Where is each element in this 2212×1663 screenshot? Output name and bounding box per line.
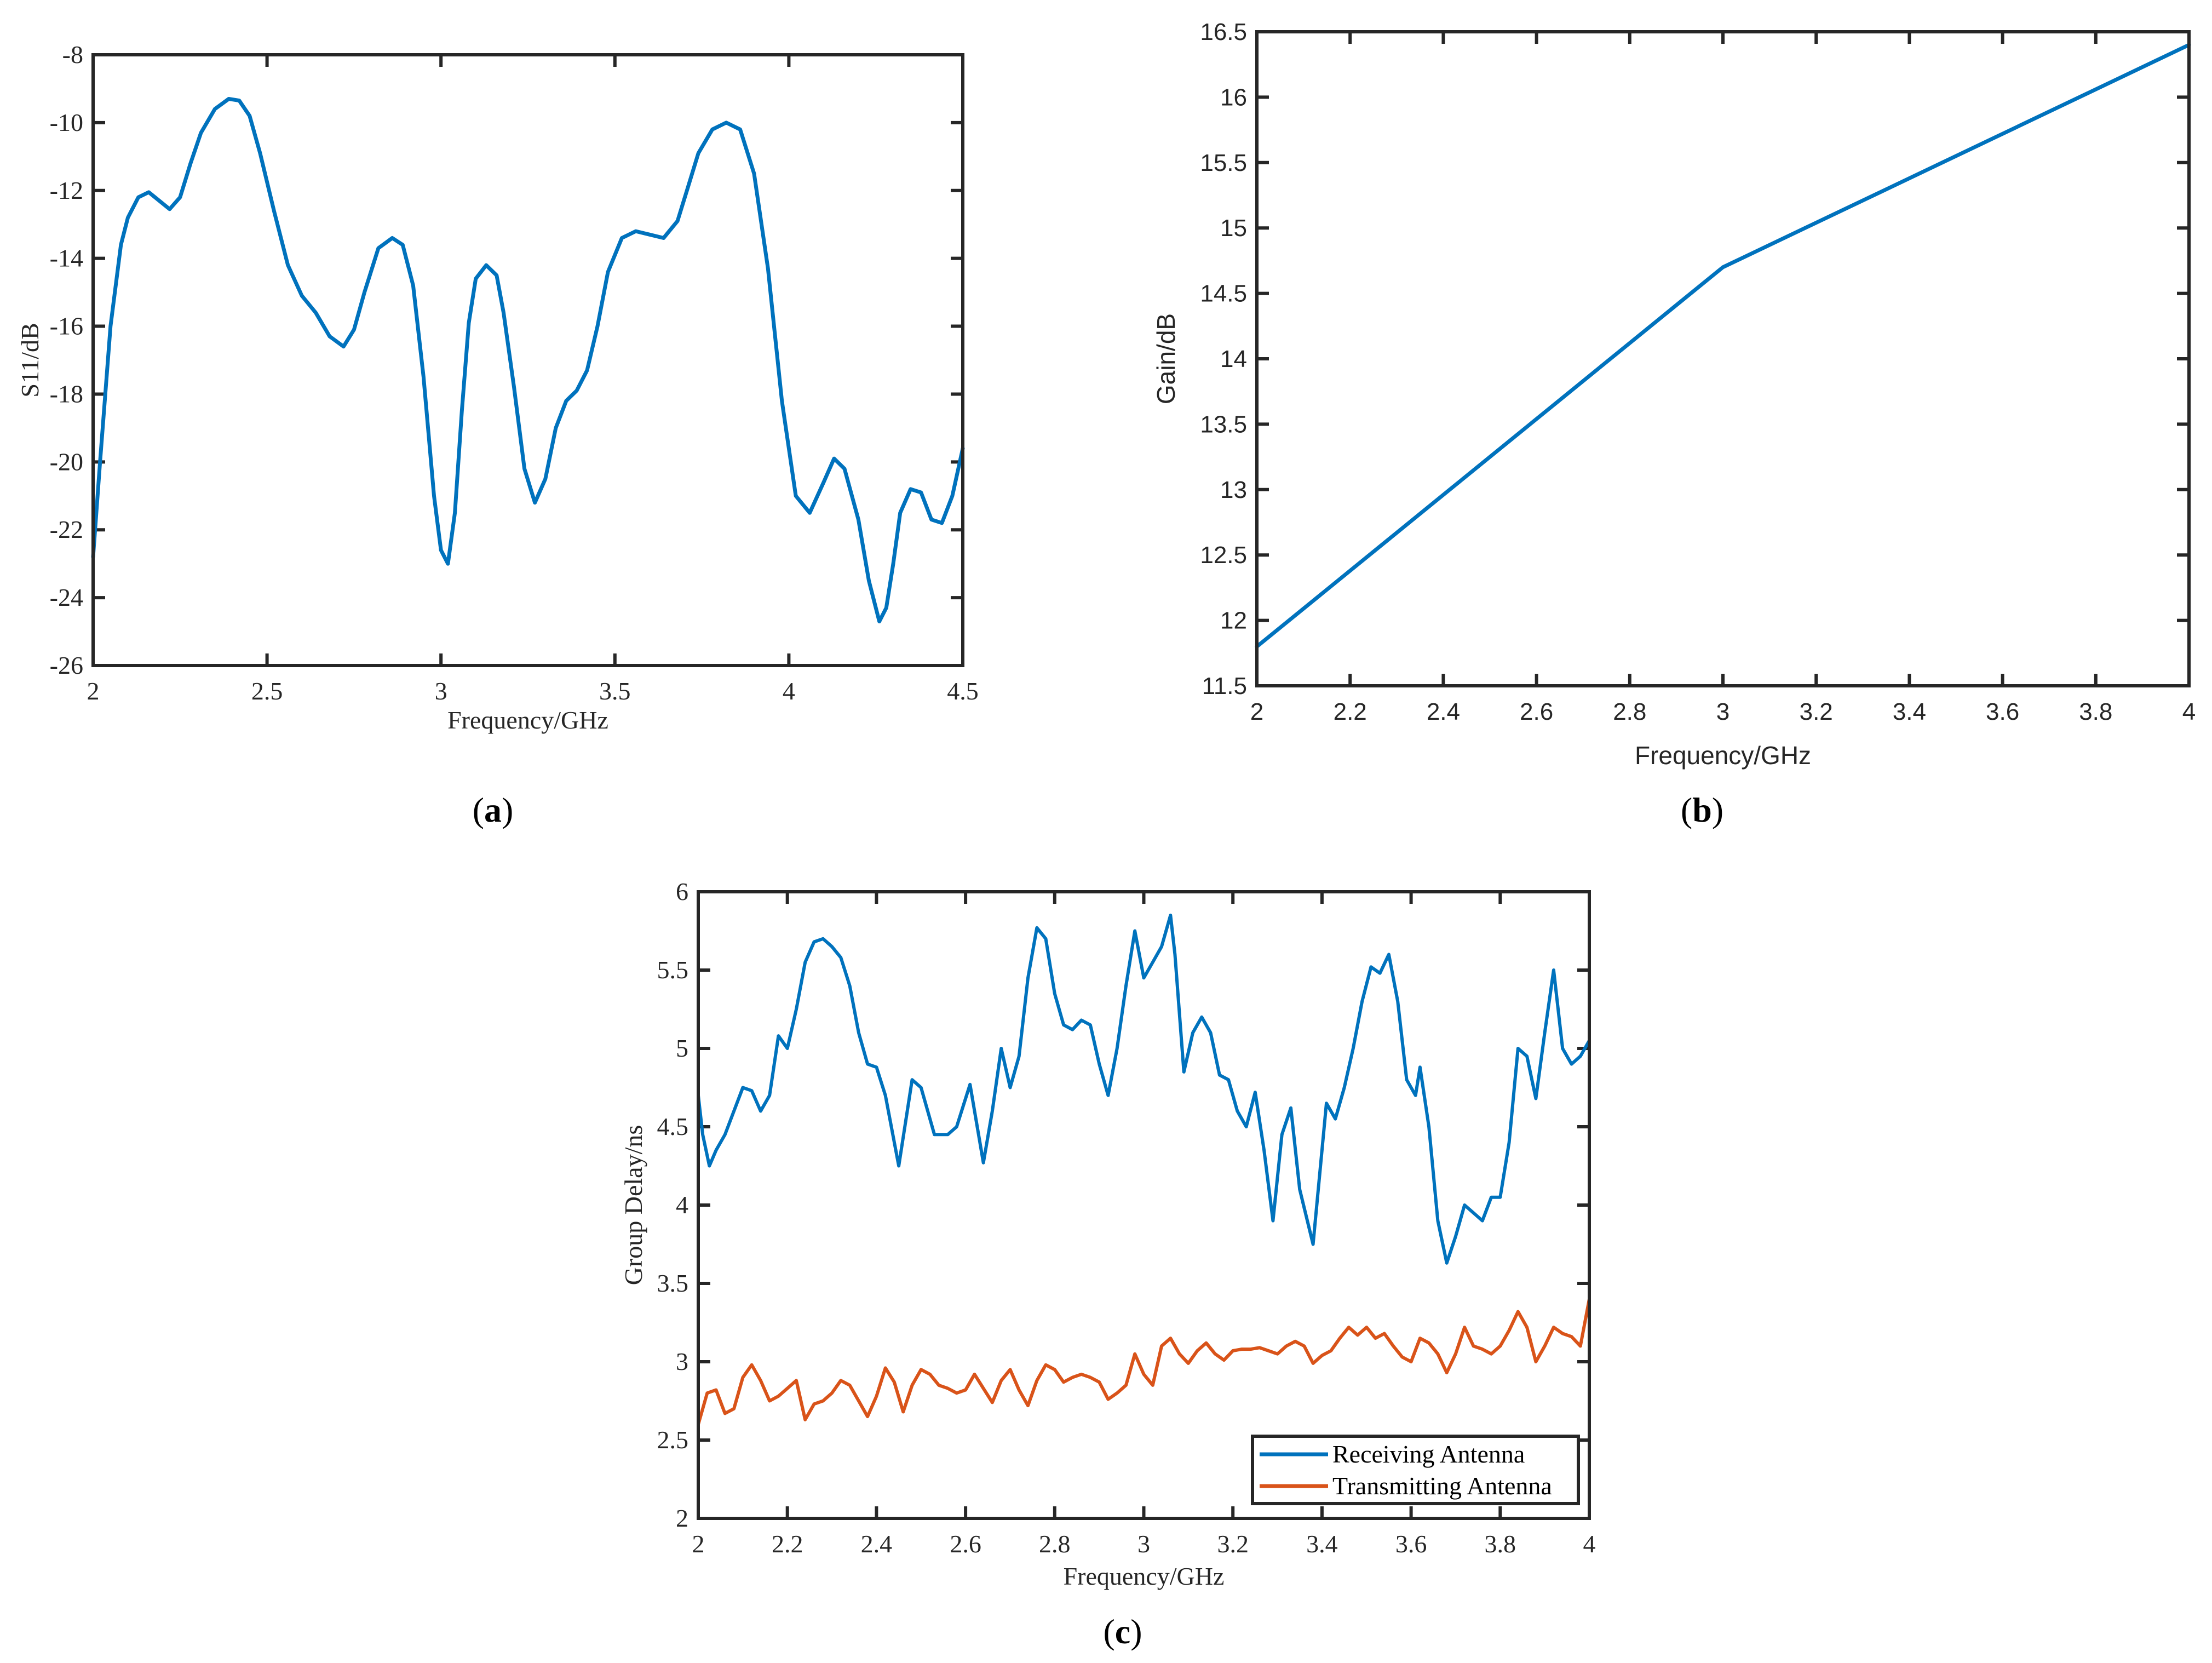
x-tick-label: 2.2 [772,1530,803,1558]
x-tick-label: 3.8 [2079,698,2112,725]
legend-label-transmitting: Transmitting Antenna [1332,1472,1552,1500]
axis-ticks-b: 2 2.2 2.4 2.6 2.8 3 3.2 3.4 3.6 3.8 4 11.5 12 12.5 13 1… [1200,19,2196,725]
y-tick-label: 14.5 [1200,280,1247,307]
plot-frame-b [1255,30,2191,687]
y-tick-label: -8 [62,41,83,68]
y-tick-label: 12.5 [1200,542,1247,569]
gain-line [1255,43,2191,649]
chart-panel-c: 2 2.2 2.4 2.6 2.8 3 3.2 3.4 3.6 3.8 4 2 2.5 3 3.5 4 4.5 5… [619,878,1596,1651]
s11-line [91,97,965,623]
y-tick-label: 14 [1220,346,1247,372]
caption-c: (c) [1103,1612,1142,1651]
x-tick-label: 3.2 [1217,1530,1249,1558]
x-tick-label: 2.6 [950,1530,981,1558]
y-tick-label: -18 [50,380,83,408]
y-axis-label-b: Gain/dB [1152,313,1180,404]
y-tick-label: 3.5 [657,1269,689,1297]
plot-frame-c [697,890,1591,1520]
x-tick-label: 3.4 [1306,1530,1338,1558]
x-tick-label: 3 [435,677,447,705]
caption-a: (a) [473,790,514,829]
y-tick-label: 15.5 [1200,150,1247,176]
y-tick-label: -24 [50,583,83,611]
x-tick-label: 4 [2182,698,2196,725]
x-tick-label: 2 [87,677,100,705]
x-tick-label: 2.6 [1520,698,1553,725]
chart-panel-b: 2 2.2 2.4 2.6 2.8 3 3.2 3.4 3.6 3.8 4 11.5 12 12.5 13 1… [1152,19,2196,829]
y-tick-label: -26 [50,651,83,679]
y-tick-label: -16 [50,312,83,340]
x-tick-label: 4 [1583,1530,1596,1558]
y-tick-label: 13 [1220,477,1247,503]
plot-frame-a [91,53,964,667]
x-axis-label-b: Frequency/GHz [1635,741,1811,770]
x-tick-label: 2.4 [1427,698,1460,725]
y-tick-label: -14 [50,244,83,272]
x-tick-label: 3.2 [1800,698,1833,725]
y-tick-label: 5.5 [657,956,689,984]
x-tick-label: 3 [1716,698,1730,725]
x-tick-label: 3 [1137,1530,1150,1558]
y-tick-label: 2 [676,1504,688,1532]
axis-ticks-a: 2 2.5 3 3.5 4 4.5 -26 -24 -22 -20 -18 -16 -14 -12 -10 -… [50,41,979,705]
x-tick-label: 2.8 [1613,698,1646,725]
y-tick-label: 4.5 [657,1113,689,1140]
x-tick-label: 4 [783,677,795,705]
legend-label-receiving: Receiving Antenna [1332,1440,1525,1468]
y-tick-label: 16 [1220,84,1247,111]
x-tick-label: 2 [692,1530,705,1558]
y-axis-label-c: Group Delay/ns [619,1125,647,1286]
x-tick-label: 3.6 [1986,698,2019,725]
y-tick-label: -20 [50,448,83,475]
y-tick-label: 15 [1220,215,1247,242]
y-tick-label: 11.5 [1202,673,1247,699]
axis-ticks-c: 2 2.2 2.4 2.6 2.8 3 3.2 3.4 3.6 3.8 4 2 2.5 3 3.5 4 4.5 5… [657,878,1596,1558]
x-tick-label: 3.8 [1485,1530,1516,1558]
y-tick-label: -22 [50,515,83,543]
y-tick-label: -12 [50,176,83,204]
chart-panel-a: 2 2.5 3 3.5 4 4.5 -26 -24 -22 -20 -18 -16 -14 -12 -10 -… [16,41,979,829]
x-tick-label: 2 [1250,698,1263,725]
y-axis-label-a: S11/dB [16,323,44,397]
receiving-antenna-line [697,913,1591,1265]
y-tick-label: 2.5 [657,1426,689,1454]
y-tick-label: 6 [676,878,688,905]
caption-b: (b) [1681,790,1723,829]
x-tick-label: 4.5 [947,677,979,705]
x-tick-label: 3.5 [599,677,631,705]
y-tick-label: 5 [676,1034,688,1062]
legend: Receiving Antenna Transmitting Antenna [1251,1435,1580,1505]
x-tick-label: 3.6 [1395,1530,1427,1558]
transmitting-antenna-line [697,1297,1591,1426]
y-tick-label: 4 [676,1191,688,1219]
legend-box [1251,1435,1580,1505]
y-tick-label: 3 [676,1347,688,1375]
x-tick-label: 3.4 [1893,698,1926,725]
y-tick-label: 12 [1220,607,1247,634]
x-tick-label: 2.2 [1334,698,1367,725]
x-tick-label: 2.5 [251,677,283,705]
x-tick-label: 2.4 [861,1530,893,1558]
x-axis-label-a: Frequency/GHz [447,706,608,734]
y-tick-label: -10 [50,108,83,136]
x-tick-label: 2.8 [1039,1530,1071,1558]
x-axis-label-c: Frequency/GHz [1064,1562,1225,1590]
y-tick-label: 16.5 [1200,19,1247,45]
y-tick-label: 13.5 [1200,411,1247,438]
